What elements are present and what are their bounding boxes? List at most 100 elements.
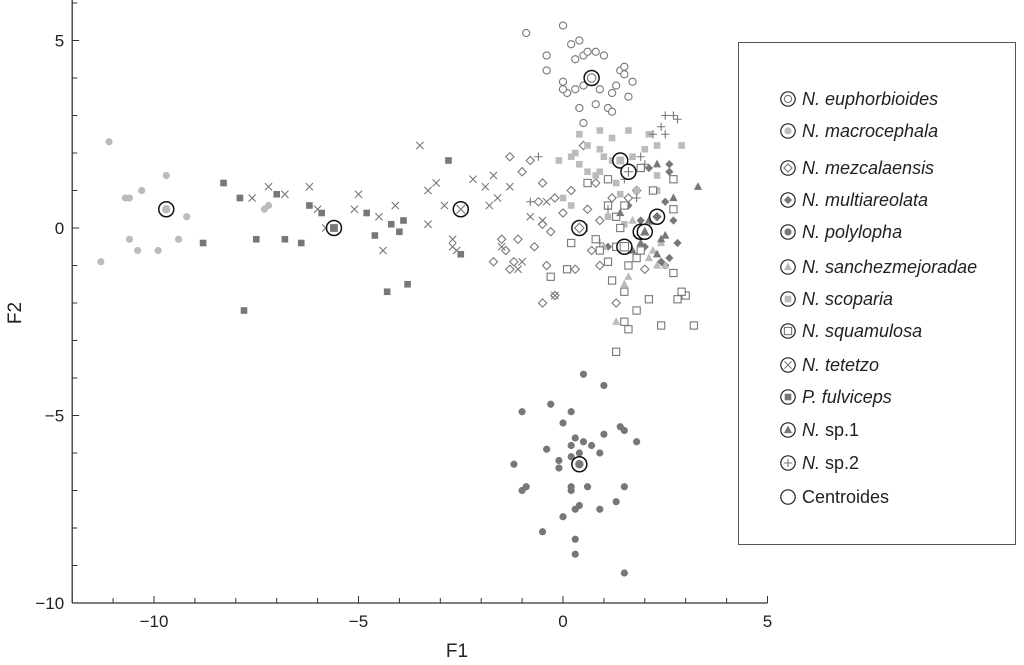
- point-multiareolata: [644, 163, 653, 173]
- legend-label: N. euphorbioides: [802, 88, 939, 109]
- point-polylopha: [571, 434, 579, 442]
- point-tetetzo: [518, 257, 527, 266]
- y-tick-label: 5: [55, 32, 64, 51]
- point-mezcalaensis: [496, 234, 507, 245]
- point-polylopha: [555, 464, 563, 472]
- point-macrocephala: [183, 213, 191, 221]
- point-fulviceps: [318, 209, 325, 217]
- point-scoparia: [616, 190, 624, 198]
- point-macrocephala: [154, 246, 162, 255]
- legend-glyph: [783, 94, 793, 104]
- point-macrocephala: [138, 186, 146, 195]
- point-scoparia: [612, 179, 620, 187]
- legend-marker-icon: [780, 389, 796, 405]
- point-mezcalaensis: [566, 185, 577, 196]
- point-multiareolata: [665, 167, 674, 176]
- point-scoparia: [625, 127, 632, 134]
- point-macrocephala: [134, 246, 142, 255]
- point-multiareolata: [669, 216, 678, 225]
- point-polylopha: [620, 483, 628, 491]
- legend-marker-icon: [780, 160, 796, 176]
- point-tetetzo: [379, 246, 388, 255]
- point-sanchezmejoradae: [661, 260, 670, 269]
- legend-marker-icon: [780, 291, 796, 307]
- point-mezcalaensis: [537, 298, 548, 308]
- point-polylopha: [567, 453, 575, 461]
- point-scoparia: [596, 168, 604, 176]
- centroid-polylopha-marker: [575, 460, 584, 469]
- point-euphorbioides: [579, 81, 588, 90]
- point-sanchezmejoradae: [628, 215, 637, 224]
- point-squamulosa: [644, 295, 654, 304]
- y-tick-label: −5: [45, 407, 64, 426]
- centroid-macrocephala: [158, 201, 175, 218]
- legend-label: N. scoparia: [802, 288, 894, 309]
- point-squamulosa: [669, 268, 678, 278]
- point-polylopha: [567, 441, 575, 450]
- legend-item-mezcalaensis: N. mezcalaensis: [779, 155, 934, 181]
- point-sanchezmejoradae: [648, 245, 658, 254]
- legend: N. euphorbioides N. macrocephala N. mezcal…: [738, 42, 1016, 545]
- point-tetetzo: [264, 182, 273, 191]
- point-macrocephala: [264, 201, 273, 210]
- point-fulviceps: [297, 239, 305, 247]
- point-sp-1: [652, 159, 662, 168]
- point-fulviceps: [363, 209, 370, 217]
- point-sp-2: [526, 197, 535, 206]
- point-tetetzo: [497, 242, 506, 251]
- point-tetetzo: [280, 190, 289, 199]
- point-fulviceps: [404, 280, 411, 288]
- point-euphorbioides: [591, 100, 600, 109]
- point-euphorbioides: [607, 107, 617, 116]
- point-sanchezmejoradae: [644, 253, 653, 262]
- point-euphorbioides: [620, 62, 629, 71]
- point-sp-1: [657, 234, 666, 243]
- point-tetetzo: [481, 182, 490, 191]
- legend-label: N. macrocephala: [802, 120, 939, 141]
- point-euphorbioides: [575, 36, 584, 45]
- legend-glyph: [784, 127, 792, 135]
- point-tetetzo: [391, 201, 400, 210]
- point-polylopha: [567, 408, 575, 416]
- legend-label: N. polylopha: [802, 221, 903, 242]
- point-squamulosa: [546, 272, 555, 281]
- point-euphorbioides: [620, 70, 629, 79]
- point-euphorbioides: [607, 88, 617, 98]
- point-fulviceps: [252, 235, 260, 243]
- legend-item-scoparia: N. scoparia: [779, 286, 893, 312]
- point-mezcalaensis: [558, 208, 568, 218]
- legend-glyph: [784, 228, 792, 236]
- point-scoparia: [571, 149, 579, 157]
- legend-label: N. squamulosa: [802, 320, 923, 341]
- point-polylopha: [620, 569, 628, 577]
- y-tick-label: 0: [55, 219, 64, 238]
- centroid-scoparia: [612, 152, 629, 169]
- centroid-squamulosa: [616, 238, 633, 255]
- point-scoparia: [555, 157, 563, 164]
- point-scoparia: [584, 168, 591, 176]
- legend-label: N. sanchezmejoradae: [802, 256, 978, 277]
- x-tick-label: 0: [558, 612, 567, 631]
- point-mezcalaensis: [488, 256, 499, 267]
- point-euphorbioides: [558, 85, 568, 94]
- centroid-tetetzo: [452, 201, 469, 218]
- point-mezcalaensis: [533, 196, 544, 207]
- point-sp-2: [661, 130, 670, 139]
- point-squamulosa: [591, 235, 600, 244]
- point-mezcalaensis: [623, 193, 634, 203]
- legend-label: N. multiareolata: [802, 189, 929, 210]
- point-mezcalaensis: [509, 256, 519, 267]
- legend-glyph: [784, 361, 792, 369]
- point-squamulosa: [624, 325, 633, 334]
- legend-marker-icon: [780, 91, 796, 107]
- point-mezcalaensis: [537, 219, 548, 230]
- point-multiareolata: [657, 257, 666, 266]
- point-macrocephala: [125, 194, 134, 202]
- centroid-polylopha: [571, 456, 588, 473]
- point-fulviceps: [383, 288, 391, 296]
- centroid-multiareolata-marker: [652, 212, 662, 222]
- point-mezcalaensis: [517, 166, 527, 177]
- legend-label: P. fulviceps: [802, 386, 892, 407]
- point-mezcalaensis: [537, 178, 548, 188]
